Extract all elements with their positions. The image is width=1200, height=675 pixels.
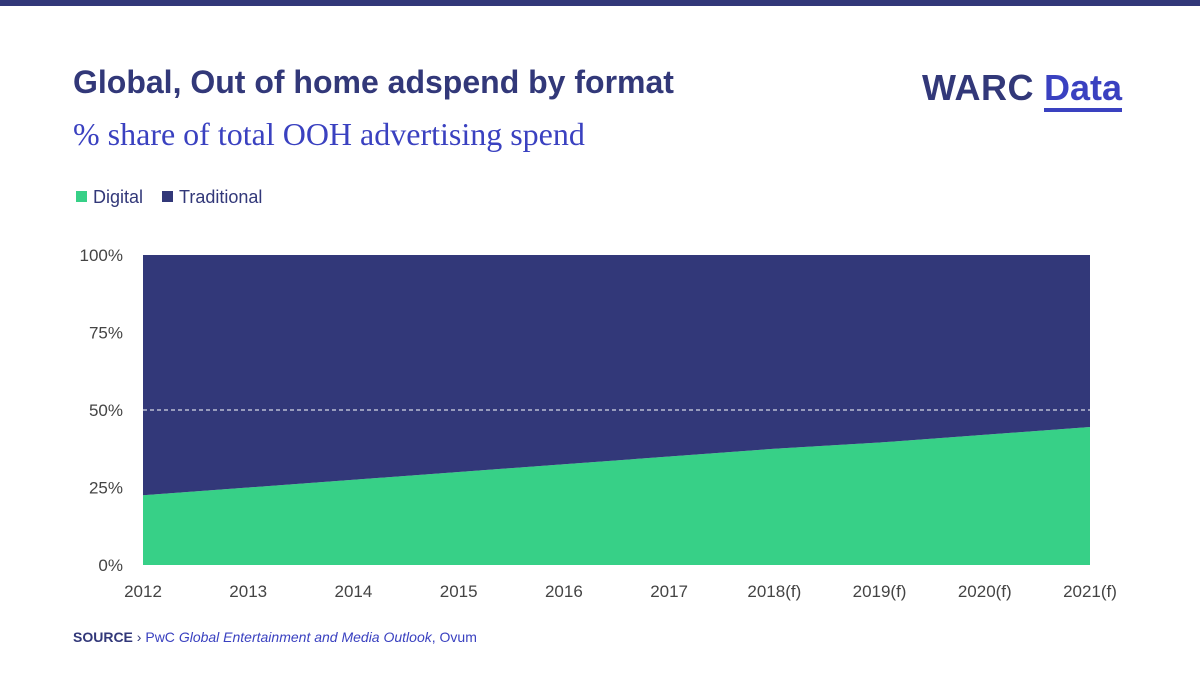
y-tick-label: 100% (80, 246, 123, 265)
legend-item-traditional: Traditional (162, 186, 262, 208)
area-series-digital (143, 427, 1090, 565)
x-tick-label: 2020(f) (958, 582, 1012, 601)
y-tick-label: 75% (89, 324, 123, 343)
chart-legend: Digital Traditional (76, 186, 276, 208)
y-tick-label: 25% (89, 479, 123, 498)
x-tick-label: 2021(f) (1063, 582, 1117, 601)
legend-label-digital: Digital (93, 187, 144, 207)
x-tick-label: 2019(f) (853, 582, 907, 601)
y-tick-label: 0% (98, 556, 123, 575)
logo-product: Data (1044, 67, 1123, 112)
chart-title: Global, Out of home adspend by format (73, 64, 674, 100)
area-chart: 0% 25% 50% 75% 100% 2012 2013 2014 2015 2016 2017 2… (80, 246, 1117, 601)
warc-data-logo: WARC Data (922, 66, 1123, 112)
source-label: SOURCE (73, 629, 133, 645)
x-tick-label: 2017 (650, 582, 688, 601)
top-accent-bar (0, 0, 1200, 6)
x-tick-label: 2016 (545, 582, 583, 601)
x-tick-label: 2014 (335, 582, 373, 601)
x-tick-label: 2012 (124, 582, 162, 601)
chart-subtitle: % share of total OOH advertising spend (73, 116, 585, 152)
source-separator: › (136, 629, 142, 645)
logo-brand: WARC (922, 67, 1034, 108)
legend-swatch-traditional (162, 191, 174, 202)
legend-item-digital: Digital (76, 186, 143, 208)
source-publisher: PwC (145, 629, 175, 645)
source-title: Global Entertainment and Media Outlook (178, 629, 432, 645)
area-series-traditional (143, 255, 1090, 496)
legend-label-traditional: Traditional (179, 187, 263, 207)
x-tick-label: 2013 (229, 582, 267, 601)
x-tick-label: 2015 (440, 582, 478, 601)
y-tick-label: 50% (89, 401, 123, 420)
legend-swatch-digital (76, 191, 87, 202)
source-note: SOURCE › PwC Global Entertainment and Me… (73, 628, 477, 646)
x-tick-label: 2018(f) (747, 582, 801, 601)
source-rest: , Ovum (431, 629, 477, 645)
